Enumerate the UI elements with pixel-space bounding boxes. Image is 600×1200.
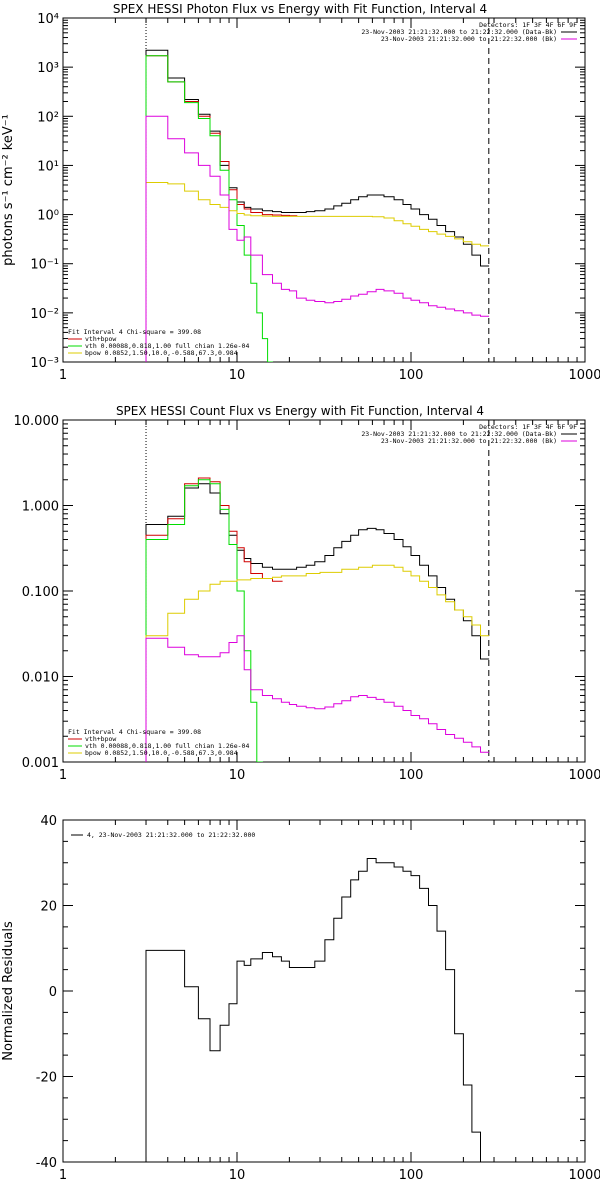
y-tick-label: 10¹: [37, 159, 59, 174]
y-axis-label: photons s⁻¹ cm⁻² keV⁻¹: [1, 114, 16, 266]
series-vth-bpow: [145, 477, 283, 762]
y-tick-label: 10⁴: [37, 12, 59, 27]
series-group-1: [145, 49, 490, 362]
x-tick-label: 1000: [568, 1168, 600, 1183]
plot-frame-1: [62, 17, 586, 363]
x-tick-label: 1: [59, 1168, 67, 1183]
series-data-bk: [145, 49, 490, 362]
legend-top-left-line: 4, 23-Nov-2003 21:21:32.000 to 21:22:32.…: [87, 831, 255, 839]
legend-bottom-left-line: vth+bpow: [85, 735, 116, 743]
y-tick-label: -20: [36, 1071, 57, 1086]
legend-bottom-left-line: vth 0.00088,0.818,1.00 full chian 1.26e-…: [85, 742, 249, 750]
x-tick-label: 1000: [568, 768, 600, 783]
y-tick-label: 10.000: [14, 414, 60, 429]
x-tick-label: 10: [229, 368, 246, 383]
y-tick-label: 1.000: [22, 500, 59, 515]
y-tick-label: 10²: [37, 110, 59, 125]
legend-top-right-line: Detectors: 1F 3F 4F 6F 9F: [479, 423, 577, 431]
y-tick-label: 10⁻¹: [30, 258, 59, 273]
legend-top-right-line: 23-Nov-2003 21:21:32.000 to 21:22:32.000…: [381, 437, 557, 445]
legend-bottom-left-line: Fit Interval 4 Chi-square = 399.08: [68, 328, 201, 336]
y-tick-label: 10³: [37, 61, 59, 76]
legend-top-right-line: 23-Nov-2003 21:21:32.000 to 21:22:32.000…: [381, 35, 557, 43]
panel-2-title: SPEX HESSI Count Flux vs Energy with Fit…: [115, 404, 485, 418]
x-tick-label: 10: [229, 768, 246, 783]
series-bk: [145, 115, 490, 362]
series-vth: [145, 479, 263, 762]
y-tick-label: 0: [49, 985, 57, 1000]
series-data-bk: [145, 483, 490, 762]
legend-bottom-left-line: Fit Interval 4 Chi-square = 399.08: [68, 728, 201, 736]
series-vth-bpow: [145, 55, 298, 362]
series-group-3: [145, 858, 498, 1162]
series-group-2: [145, 477, 490, 762]
x-tick-label: 1: [59, 768, 67, 783]
y-tick-label: 10⁻³: [30, 356, 59, 371]
legend-top-right-line: 23-Nov-2003 21:21:32.000 to 21:22:32.000…: [361, 430, 557, 438]
legend-bottom-left-line: bpow 0.0852,1.50,10.0,-0.588,67.3,0.984: [85, 749, 238, 757]
y-tick-label: 40: [40, 814, 57, 829]
legend-top-right-line: 23-Nov-2003 21:21:32.000 to 21:22:32.000…: [361, 28, 557, 36]
x-tick-label: 1: [59, 368, 67, 383]
y-tick-label: 20: [40, 900, 57, 915]
panel-1-title: SPEX HESSI Photon Flux vs Energy with Fi…: [112, 2, 488, 16]
plot-frame-2: [62, 419, 586, 763]
x-tick-label: 100: [399, 768, 424, 783]
y-tick-label: 0.010: [22, 671, 59, 686]
legend-bottom-left-line: vth 0.00088,0.818,1.00 full chian 1.26e-…: [85, 342, 249, 350]
series-4-23-nov-2003-21-21-32-000-to-21-22-32-000: [145, 858, 498, 1162]
y-axis-label: Normalized Residuals: [1, 921, 16, 1061]
legend-bottom-left-line: bpow 0.0852,1.50,10.0,-0.588,67.3,0.984: [85, 349, 238, 357]
legend-top-right-line: Detectors: 1F 3F 4F 6F 9F: [479, 21, 577, 29]
y-tick-label: 10⁰: [37, 209, 59, 224]
x-tick-label: 100: [399, 368, 424, 383]
y-tick-label: -40: [36, 1156, 57, 1171]
series-bk: [145, 635, 490, 762]
legend-bottom-left-line: vth+bpow: [85, 335, 116, 343]
x-tick-label: 10: [229, 1168, 246, 1183]
x-tick-label: 1000: [568, 368, 600, 383]
plot-frame-3: [62, 819, 586, 1163]
x-tick-label: 100: [399, 1168, 424, 1183]
series-bpow: [145, 182, 490, 362]
y-tick-label: 0.100: [22, 585, 59, 600]
y-tick-label: 10⁻²: [30, 307, 59, 322]
series-bpow: [145, 564, 490, 762]
y-tick-label: 0.001: [22, 756, 59, 771]
